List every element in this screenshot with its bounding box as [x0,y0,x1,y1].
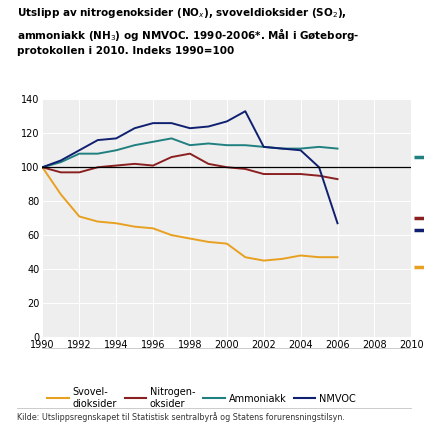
Legend: Svovel-
dioksider, Nitrogen-
oksider, Ammoniakk, NMVOC: Svovel- dioksider, Nitrogen- oksider, Am… [47,387,356,409]
Text: Utslipp av nitrogenoksider (NO$_x$), svoveldioksider (SO$_2$),
ammoniakk (NH$_3$: Utslipp av nitrogenoksider (NO$_x$), svo… [17,6,360,56]
Text: Kilde: Utslippsregnskapet til Statistisk sentralbyrå og Statens forurensningstil: Kilde: Utslippsregnskapet til Statistisk… [17,413,345,422]
